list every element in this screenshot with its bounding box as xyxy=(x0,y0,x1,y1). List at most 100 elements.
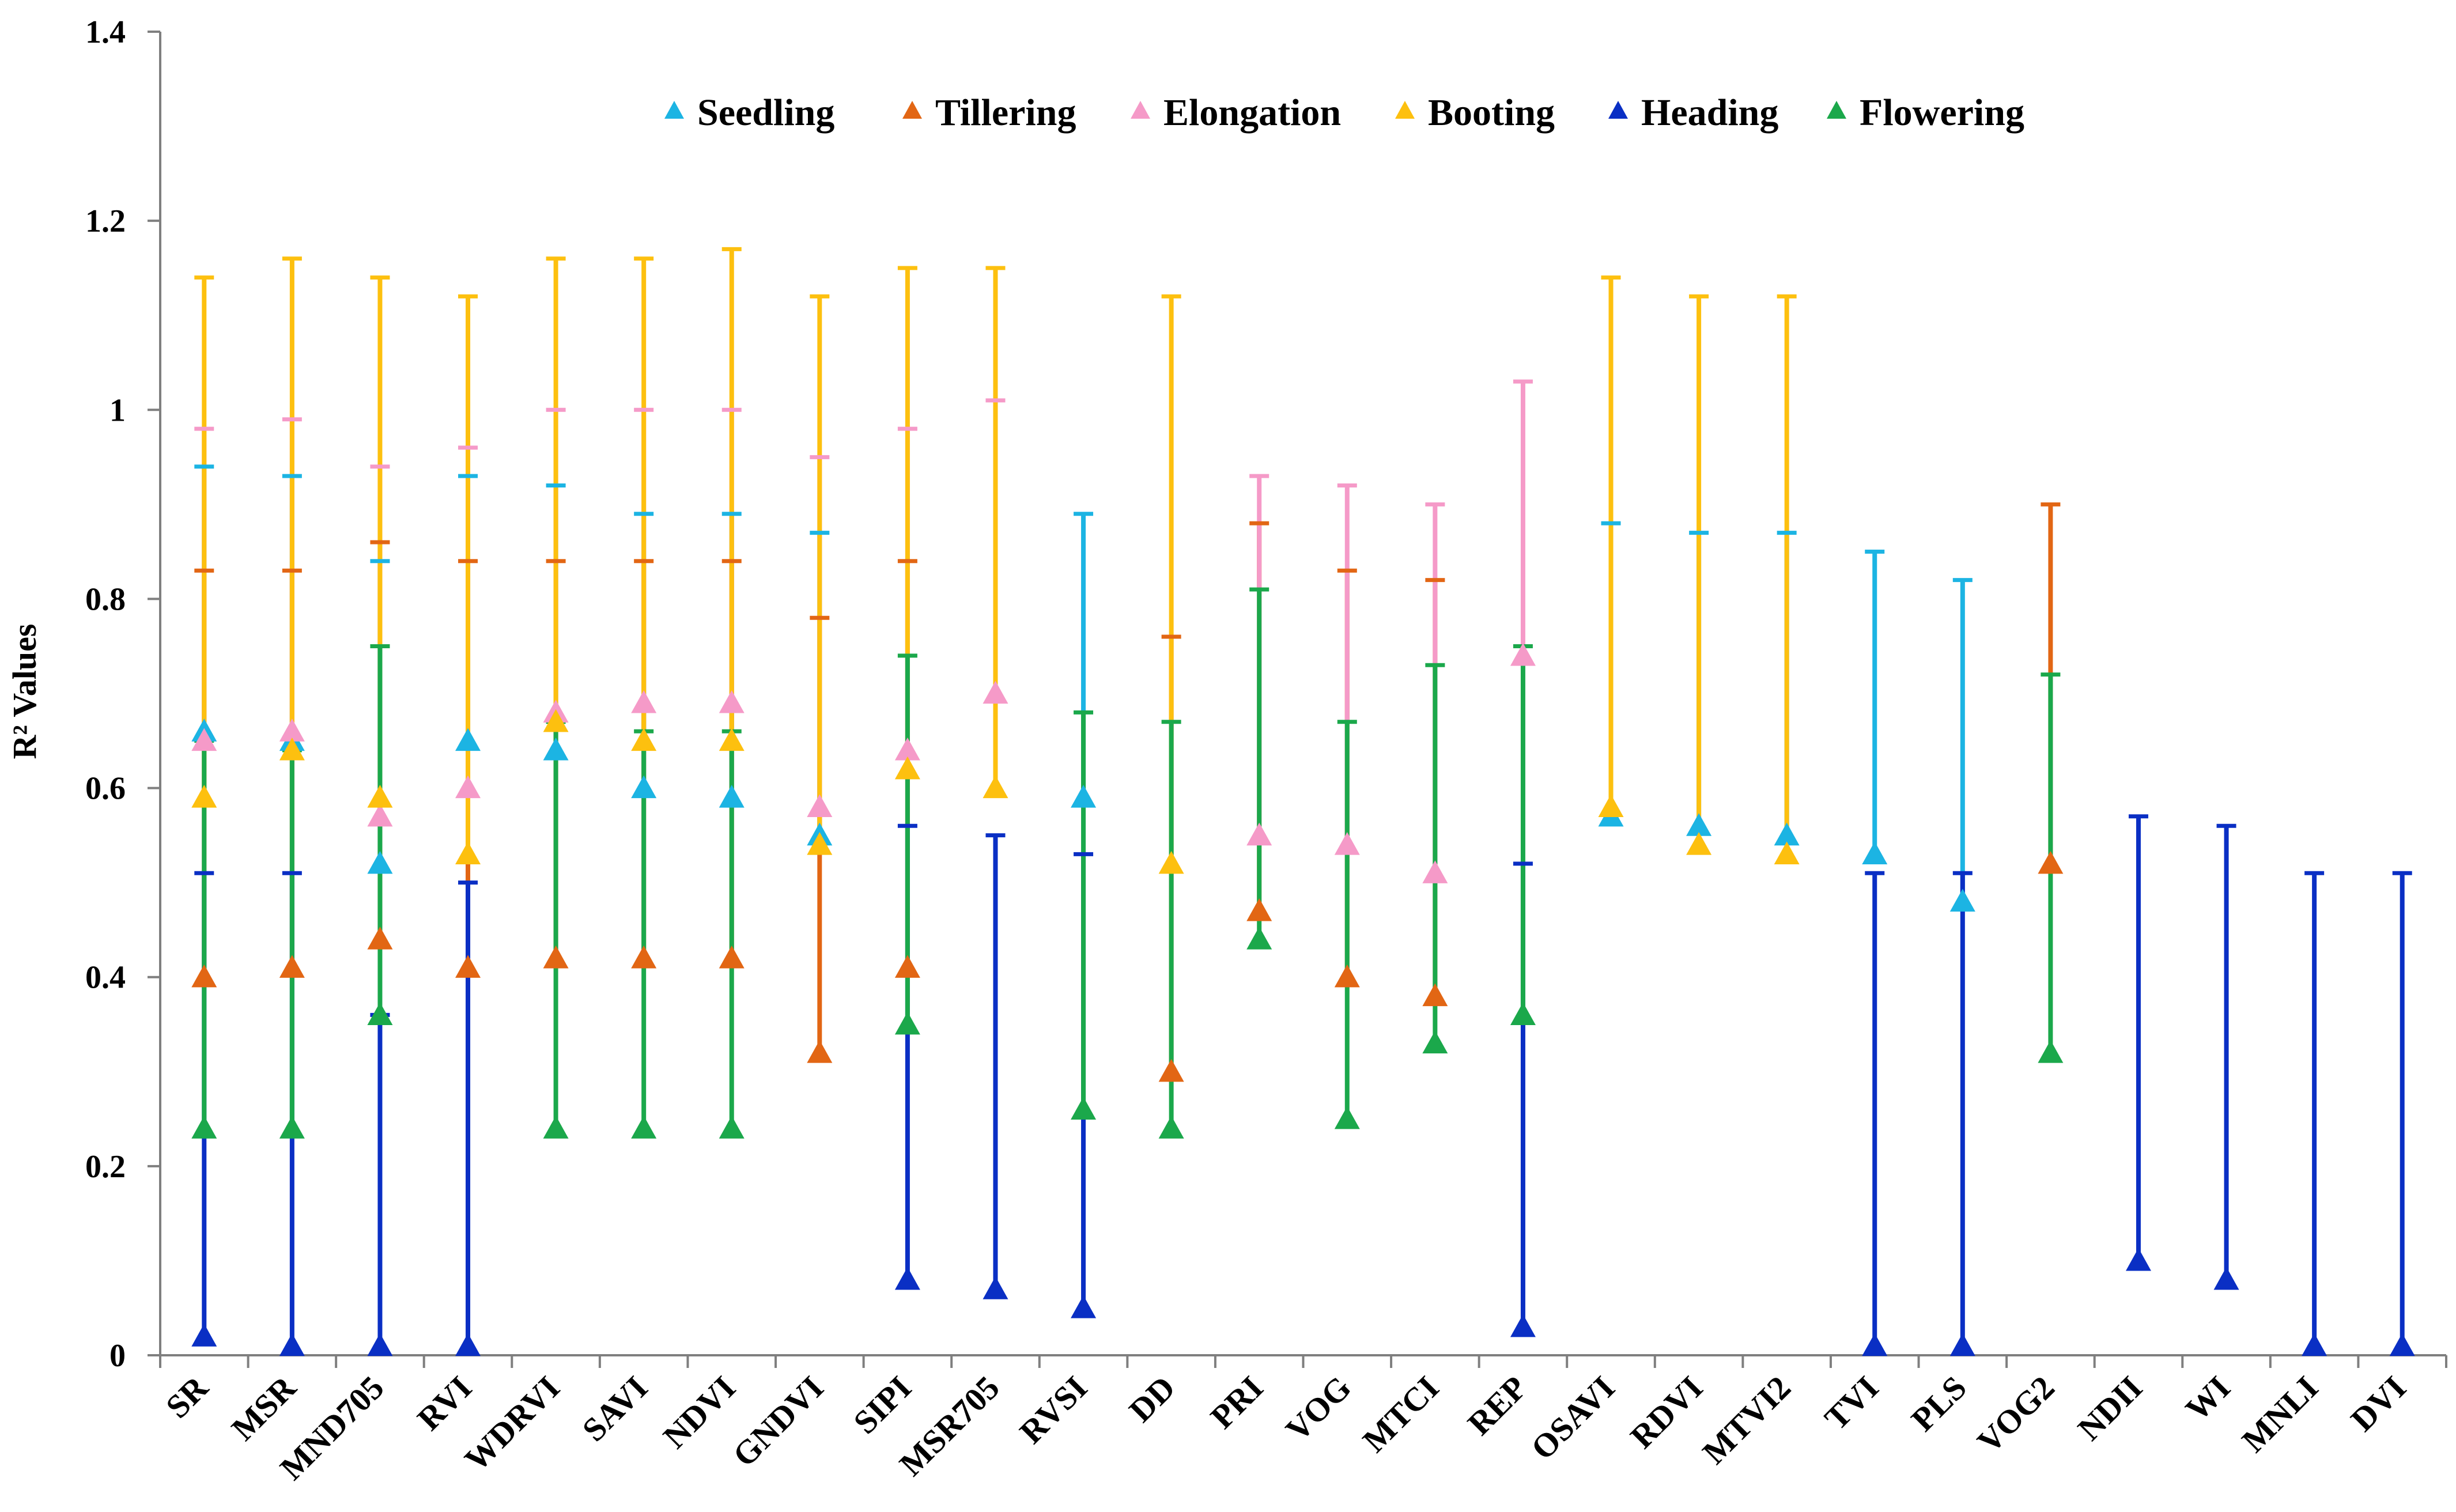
lower-marker xyxy=(983,681,1008,704)
lower-marker xyxy=(983,1276,1008,1299)
lower-marker xyxy=(279,955,305,978)
lower-marker xyxy=(1422,1030,1448,1054)
x-tick-label: TVI xyxy=(1818,1369,1886,1437)
lower-marker xyxy=(543,737,569,761)
lower-marker xyxy=(455,1333,481,1356)
lower-marker xyxy=(2038,1040,2064,1063)
lower-marker xyxy=(455,775,481,799)
lower-marker xyxy=(2038,850,2064,874)
lower-marker xyxy=(807,832,833,855)
legend-label: Elongation xyxy=(1163,92,1341,134)
lower-marker xyxy=(1334,964,1360,988)
lower-marker xyxy=(1158,850,1184,874)
legend-marker xyxy=(1608,101,1628,119)
x-tick-label: MSR xyxy=(224,1368,304,1447)
lower-marker xyxy=(1949,889,1975,912)
y-tick-label: 0.8 xyxy=(85,581,126,617)
x-tick-label: DVI xyxy=(2344,1369,2413,1438)
lower-marker xyxy=(279,1333,305,1356)
lower-marker xyxy=(279,737,305,761)
x-tick-label: MNLI xyxy=(2235,1369,2326,1460)
lower-marker xyxy=(191,1116,217,1139)
lower-marker xyxy=(631,728,657,751)
lower-marker xyxy=(631,690,657,713)
x-tick-label: SIPI xyxy=(846,1369,919,1441)
lower-marker xyxy=(1686,813,1712,836)
lower-marker xyxy=(894,737,920,761)
lower-marker xyxy=(1422,983,1448,1007)
lower-marker xyxy=(807,1040,833,1063)
x-tick-label: VOG2 xyxy=(1970,1369,2062,1460)
x-tick-label: OSAVI xyxy=(1524,1369,1622,1467)
lower-marker xyxy=(631,945,657,969)
legend: Seedling Tillering Elongation Booting Headin… xyxy=(664,92,2024,134)
x-tick-label: RVI xyxy=(410,1369,479,1438)
lower-marker xyxy=(2213,1267,2239,1290)
x-tick-label: WDRVI xyxy=(457,1369,566,1478)
legend-marker xyxy=(1131,101,1150,119)
lower-marker xyxy=(1422,860,1448,883)
legend-marker xyxy=(1395,101,1415,119)
lower-marker xyxy=(1246,898,1272,921)
lower-marker xyxy=(1862,841,1888,865)
y-tick-label: 0.4 xyxy=(85,960,126,996)
lower-marker xyxy=(191,964,217,988)
lower-marker xyxy=(543,709,569,732)
x-tick-label: GNDVI xyxy=(726,1369,831,1474)
lower-marker xyxy=(2389,1333,2415,1356)
lower-marker xyxy=(894,955,920,978)
y-tick-label: 1.2 xyxy=(85,203,126,239)
lower-marker xyxy=(191,1324,217,1347)
x-tick-label: PRI xyxy=(1203,1369,1271,1436)
y-tick-label: 0.6 xyxy=(85,771,126,807)
lower-marker xyxy=(631,775,657,799)
lower-marker xyxy=(1334,832,1360,855)
x-tick-label: MTCI xyxy=(1355,1369,1446,1460)
lower-marker xyxy=(367,1002,393,1025)
lower-marker xyxy=(1862,1333,1888,1356)
x-tick-label: RVSI xyxy=(1012,1369,1095,1451)
x-tick-label: SR xyxy=(158,1368,216,1425)
lower-marker xyxy=(1158,1059,1184,1082)
lower-marker xyxy=(894,1267,920,1290)
x-tick-label: WI xyxy=(2178,1369,2238,1428)
lower-marker xyxy=(719,784,745,808)
lower-marker xyxy=(1071,1097,1097,1120)
lower-marker xyxy=(367,784,393,808)
lower-marker xyxy=(719,690,745,713)
x-tick-label: SAVI xyxy=(575,1369,655,1449)
range-caps xyxy=(194,247,2412,1017)
y-axis-title: R² Values xyxy=(6,624,43,759)
y-tick-label: 0.2 xyxy=(85,1149,126,1185)
legend-label: Seedling xyxy=(697,92,834,134)
x-tick-label: MTVI2 xyxy=(1695,1369,1798,1471)
axes xyxy=(148,31,2447,1368)
y-tick-label: 0 xyxy=(109,1338,126,1374)
lower-marker xyxy=(719,728,745,751)
lower-marker xyxy=(1071,1295,1097,1318)
lower-marker xyxy=(455,841,481,865)
lower-marker xyxy=(1334,1106,1360,1129)
range-bars xyxy=(202,249,2405,1346)
legend-label: Heading xyxy=(1641,92,1778,134)
lower-marker xyxy=(894,756,920,780)
lower-marker xyxy=(1686,832,1712,855)
lower-marker xyxy=(2125,1248,2151,1271)
lower-marker xyxy=(1510,642,1536,666)
x-tick-label: VOG xyxy=(1278,1369,1358,1449)
lower-marker xyxy=(191,728,217,751)
lower-marker xyxy=(1071,784,1097,808)
legend-marker xyxy=(1827,101,1846,119)
lower-marker xyxy=(367,850,393,874)
lower-marker xyxy=(543,1116,569,1139)
y-tick-labels: 0 0.2 0.4 0.6 0.8 1 1.2 1.4 xyxy=(85,14,126,1374)
lower-marker xyxy=(1510,1002,1536,1025)
lower-marker xyxy=(1158,1116,1184,1139)
x-tick-label: REP xyxy=(1460,1369,1534,1442)
y-tick-label: 1 xyxy=(109,392,126,428)
lower-marker xyxy=(1774,841,1800,865)
lower-marker xyxy=(1510,1314,1536,1337)
